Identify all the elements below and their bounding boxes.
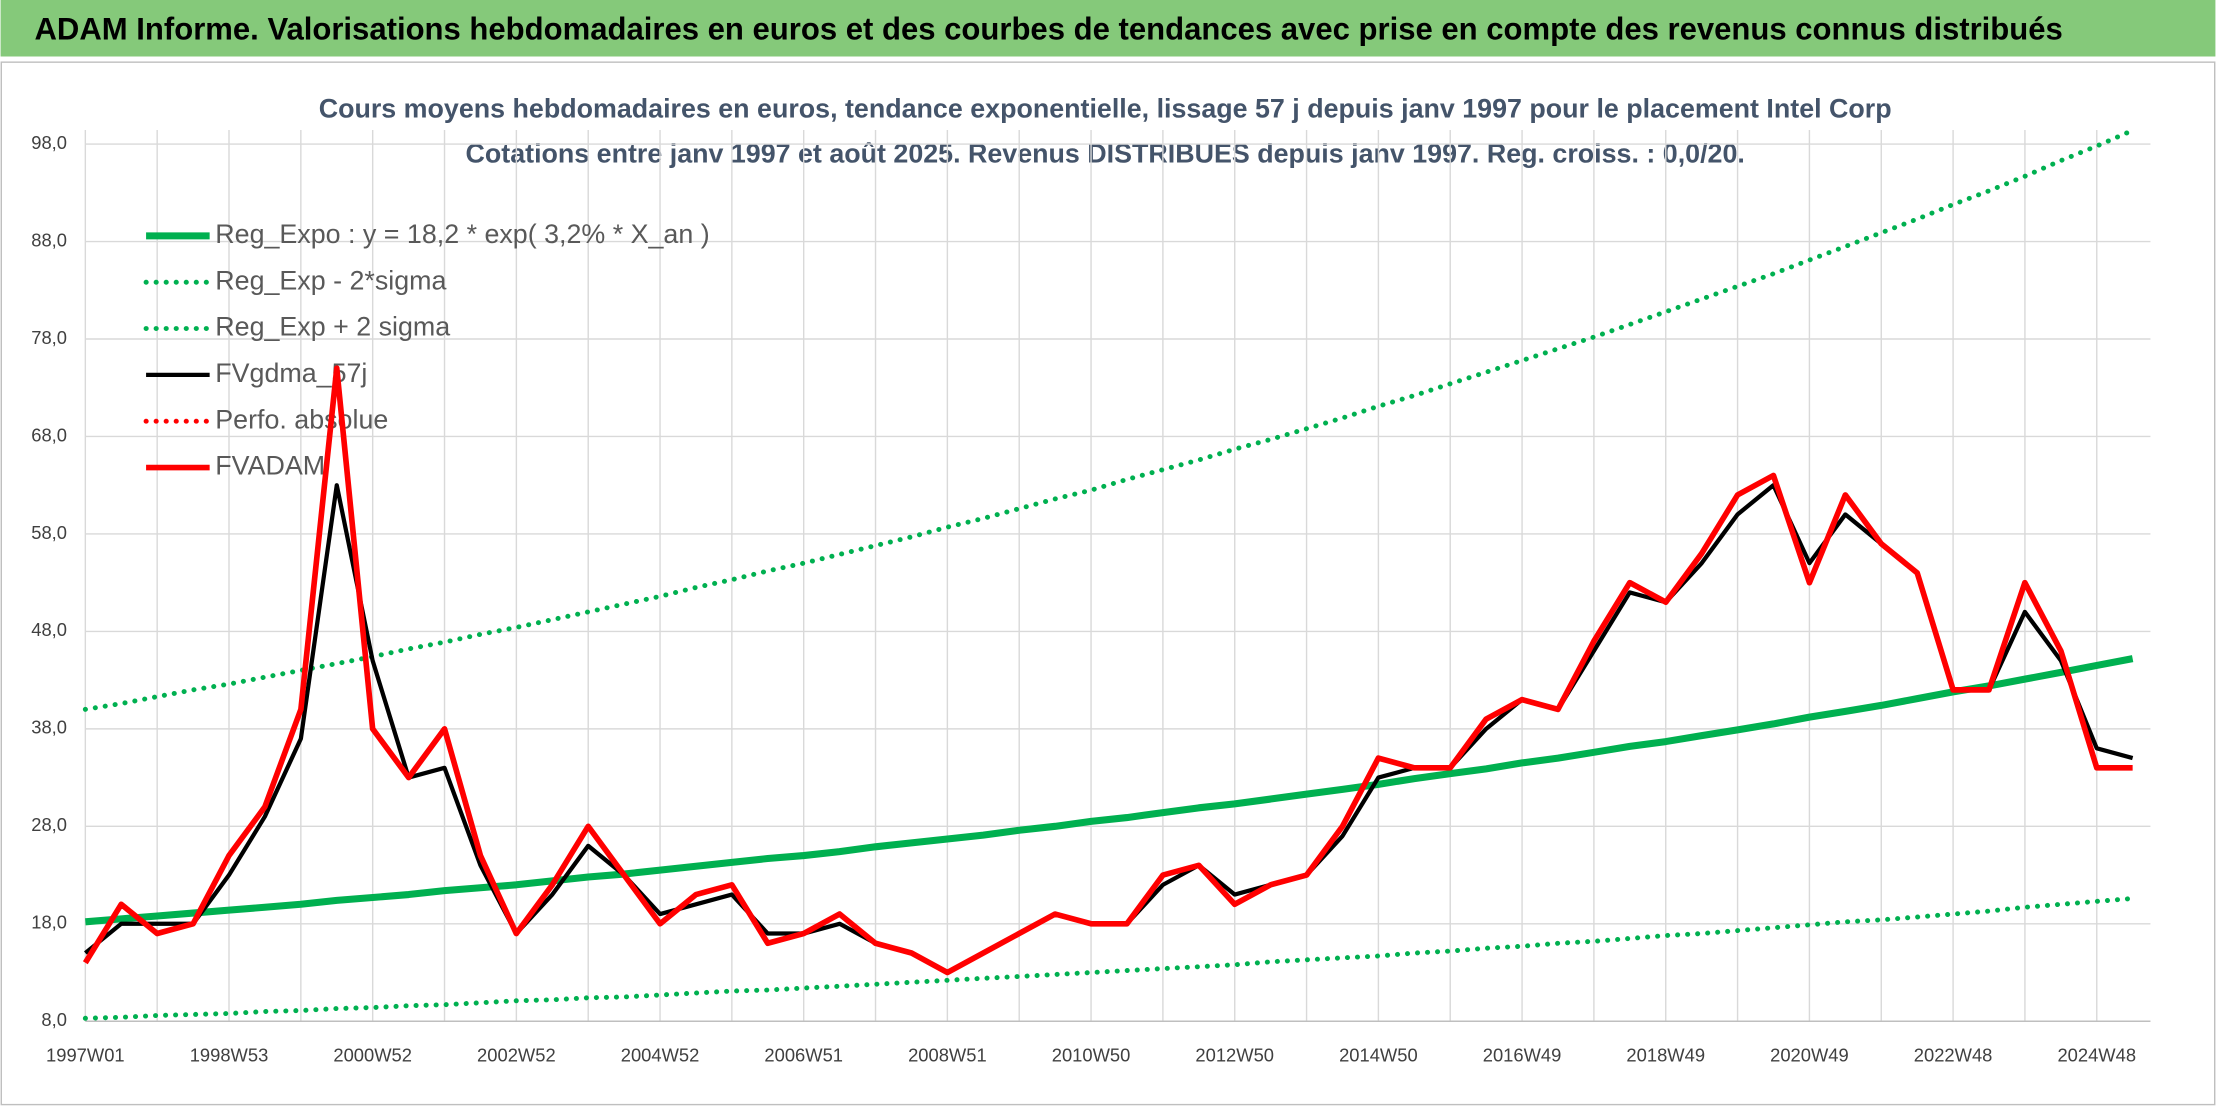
x-tick-label: 2018W49 [1626,1044,1705,1065]
legend-label: Perfo. absolue [215,404,388,434]
grid: 8,0 18,0 28,0 38,0 48,0 58,0 68,0 78,0 88,0 98,0 1… [31,129,2151,1065]
series-line [82,127,2136,712]
legend-label: FVADAM [215,451,325,481]
chart-subtitle: Cotations entre janv 1997 et août 2025. … [466,138,1745,168]
x-tick-label: 2014W50 [1339,1044,1418,1065]
legend-label: Reg_Exp + 2 sigma [215,312,450,342]
x-tick-label: 2024W48 [2057,1044,2136,1065]
x-tick-label: 2022W48 [1914,1044,1993,1065]
y-tick-label: 88,0 [31,229,67,250]
legend-label: Reg_Expo : y = 18,2 * exp( 3,2% * X_an ) [215,219,709,249]
y-tick-label: 78,0 [31,327,67,348]
series-line [82,896,2136,1021]
x-tick-label: 2000W52 [333,1044,412,1065]
lines [82,127,2136,1021]
y-tick-label: 28,0 [31,814,67,835]
y-tick-label: 38,0 [31,717,67,738]
chart-frame [0,61,2216,1106]
x-tick-label: 2010W50 [1052,1044,1131,1065]
x-tick-label: 1998W53 [190,1044,269,1065]
header-title: ADAM Informe. Valorisations hebdomadaire… [34,11,2062,46]
x-tick-label: 2006W51 [764,1044,843,1065]
x-tick-label: 2002W52 [477,1044,556,1065]
y-tick-label: 8,0 [41,1009,67,1030]
legend: Reg_Expo : y = 18,2 * exp( 3,2% * X_an )… [143,219,710,481]
x-tick-label: 2016W49 [1483,1044,1562,1065]
y-tick-label: 68,0 [31,424,67,445]
x-tick-label: 2004W52 [621,1044,700,1065]
series-line [82,365,2133,976]
x-tick-label: 1997W01 [46,1044,125,1065]
y-tick-label: 58,0 [31,522,67,543]
y-tick-label: 18,0 [31,912,67,933]
x-tick-label: 2020W49 [1770,1044,1849,1065]
x-tick-label: 2012W50 [1195,1044,1274,1065]
header-band [0,0,2216,57]
legend-label: FVgdma_57j [215,358,367,388]
y-tick-label: 98,0 [31,132,67,153]
legend-label: Reg_Exp - 2*sigma [215,265,446,295]
chart-title: Cours moyens hebdomadaires en euros, ten… [319,93,1892,123]
x-tick-label: 2008W51 [908,1044,987,1065]
y-tick-label: 48,0 [31,619,67,640]
series-line [85,655,2134,926]
